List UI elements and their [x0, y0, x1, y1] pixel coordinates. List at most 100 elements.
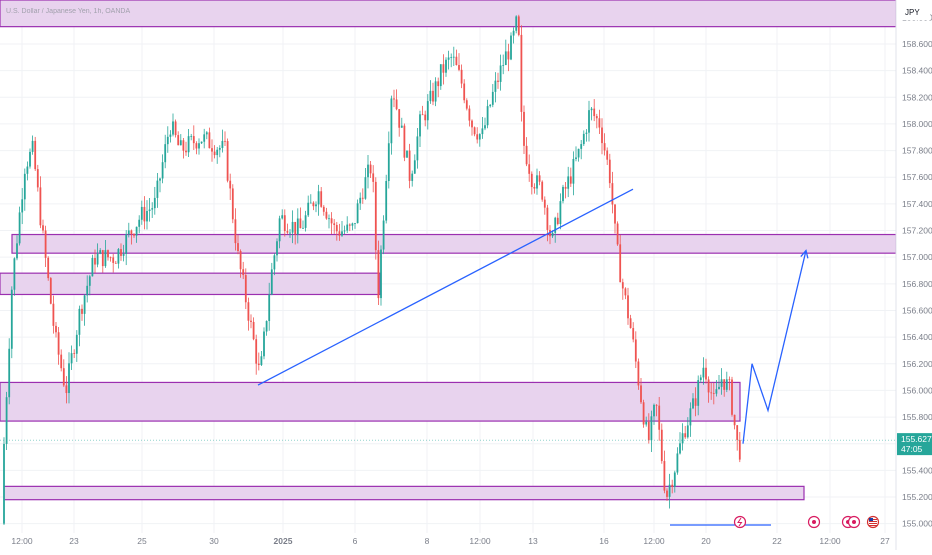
candle	[367, 155, 369, 189]
price-tick-label: 157.800	[902, 146, 932, 156]
candle-body	[346, 224, 349, 231]
candle-body	[159, 178, 161, 181]
candle-body	[328, 218, 330, 220]
candle	[486, 99, 489, 129]
candle	[697, 375, 700, 416]
candle-body	[650, 416, 653, 441]
candle	[18, 206, 21, 246]
price-tick-label: 155.000	[902, 519, 932, 529]
currency-label: JPY	[905, 8, 920, 17]
candle	[330, 212, 333, 235]
candle-body	[715, 389, 718, 394]
candle-body	[185, 150, 187, 153]
candle	[122, 244, 125, 262]
candle-body	[148, 209, 151, 212]
candle-body	[343, 230, 346, 232]
candle-body	[723, 379, 726, 390]
candle-body	[3, 443, 5, 524]
candle	[572, 151, 575, 196]
candle	[738, 431, 741, 463]
candle	[491, 84, 494, 108]
current-price-value: 155.627	[901, 434, 932, 444]
candle-body	[372, 173, 375, 182]
candle	[530, 171, 533, 195]
support-resistance-zones	[0, 0, 897, 501]
candle-body	[645, 421, 648, 425]
candle	[387, 131, 390, 189]
candle	[109, 256, 112, 262]
candle-body	[671, 484, 674, 487]
candle	[213, 145, 216, 159]
candle	[351, 222, 354, 231]
candle-body	[203, 134, 206, 142]
candle-body	[497, 80, 499, 82]
event-icon[interactable]	[847, 515, 861, 529]
candle-body	[88, 276, 91, 286]
candle	[151, 202, 154, 218]
candle-body	[624, 288, 627, 296]
event-icon[interactable]	[807, 515, 821, 529]
candle	[650, 410, 653, 452]
candle-body	[465, 100, 468, 109]
candle-body	[273, 255, 276, 270]
candle-body	[653, 404, 655, 417]
candle	[304, 210, 307, 232]
candle	[536, 168, 538, 195]
us-flag-icon[interactable]	[866, 515, 880, 529]
currency-label-box[interactable]: JPY	[898, 4, 930, 20]
candle-body	[216, 149, 219, 156]
candle	[731, 376, 733, 417]
candle	[645, 416, 648, 427]
symbol-label: U.S. Dollar / Japanese Yen, 1h, OANDA	[6, 8, 130, 15]
lightning-icon[interactable]	[733, 515, 747, 529]
candle	[413, 154, 416, 174]
candle	[593, 99, 596, 122]
candle	[525, 137, 528, 167]
time-axis[interactable]: 12:00 23 25 30 2025 6 8 12:00 13 16 12:00 20 22 12:00…	[11, 536, 890, 546]
candle	[489, 104, 492, 108]
candle	[172, 113, 174, 137]
candle	[260, 350, 263, 367]
candle-body	[75, 334, 78, 354]
candle	[432, 82, 434, 106]
candle	[148, 197, 151, 222]
candle-body	[348, 224, 351, 226]
candle-body	[718, 386, 720, 390]
candle	[29, 148, 31, 169]
candle-body	[699, 377, 702, 381]
candle-body	[283, 215, 286, 232]
candle-body	[476, 134, 479, 140]
candle-body	[692, 398, 694, 409]
candle	[234, 208, 237, 251]
candle	[450, 53, 453, 68]
candle	[96, 243, 99, 268]
candle-body	[86, 285, 89, 296]
candle	[78, 305, 81, 347]
candle-body	[52, 303, 55, 326]
candle	[226, 138, 229, 183]
candle	[16, 235, 18, 261]
grid	[0, 0, 896, 533]
candle-body	[601, 127, 603, 144]
candle-body	[146, 211, 148, 222]
candle-body	[393, 98, 395, 100]
candle	[120, 243, 122, 261]
candle-body	[736, 425, 739, 440]
candle	[455, 49, 458, 66]
candle-body	[582, 133, 585, 145]
candle	[291, 210, 294, 244]
candle	[619, 234, 622, 283]
candle-body	[109, 257, 112, 259]
candle-body	[16, 243, 18, 259]
candle	[437, 77, 440, 98]
candle	[104, 240, 107, 268]
candle-body	[302, 227, 304, 229]
candle	[723, 379, 726, 397]
candle	[408, 143, 411, 189]
candle	[218, 145, 221, 158]
candle-body	[34, 140, 37, 170]
candle	[62, 359, 65, 387]
candle-body	[91, 257, 94, 277]
candle-body	[330, 218, 333, 224]
